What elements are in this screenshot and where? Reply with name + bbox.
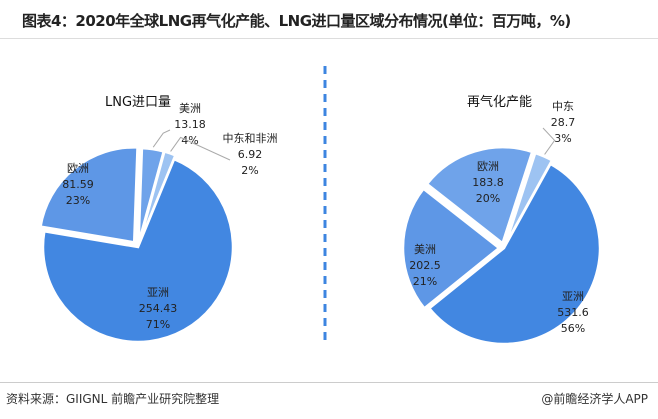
data-label-value: 254.43: [139, 302, 178, 315]
data-label-percent: 20%: [476, 192, 500, 205]
pie-slice-1-3: [425, 145, 534, 246]
pie-title-right: 再气化产能: [467, 94, 532, 110]
data-label-value: 13.18: [174, 118, 206, 131]
data-label-value: 202.5: [409, 259, 441, 272]
data-label-percent: 56%: [561, 322, 585, 335]
data-label-name: 欧洲: [67, 162, 89, 175]
data-label-value: 28.7: [551, 116, 576, 129]
data-label-value: 81.59: [62, 178, 94, 191]
data-label-value: 531.6: [557, 306, 589, 319]
pie-slice-1-2: [401, 187, 502, 311]
leader-line: [152, 129, 171, 148]
data-label-percent: 71%: [146, 318, 170, 331]
data-label-percent: 2%: [241, 164, 258, 177]
figure-title: 图表4：2020年全球LNG再气化产能、LNG进口量区域分布情况(单位：百万吨，…: [22, 12, 571, 30]
divider: [0, 38, 658, 39]
data-label-name: 美洲: [179, 102, 201, 115]
data-label-percent: 23%: [66, 194, 90, 207]
divider: [0, 382, 658, 383]
pie-title-left: LNG进口量: [105, 95, 171, 110]
pie-slice-1-0: [504, 151, 554, 245]
data-label-name: 美洲: [414, 243, 436, 256]
data-label-name: 中东: [552, 100, 574, 113]
data-label-name: 中东和非洲: [223, 132, 278, 145]
data-label-value: 183.8: [472, 176, 504, 189]
data-label-percent: 3%: [554, 132, 571, 145]
pie-slice-0-3: [39, 146, 139, 244]
pie-slice-0-2: [41, 157, 235, 344]
data-label-percent: 21%: [413, 275, 437, 288]
data-label-value: 6.92: [238, 148, 263, 161]
data-label-name: 欧洲: [477, 160, 499, 173]
brand-credit: @前瞻经济学人APP: [541, 392, 648, 406]
data-label-name: 亚洲: [562, 290, 584, 303]
data-label-name: 亚洲: [147, 286, 169, 299]
leader-line: [170, 136, 231, 161]
leader-line: [542, 127, 556, 155]
source-note: 资料来源：GIIGNL 前瞻产业研究院整理: [6, 392, 220, 406]
pie-slice-1-1: [427, 162, 602, 346]
